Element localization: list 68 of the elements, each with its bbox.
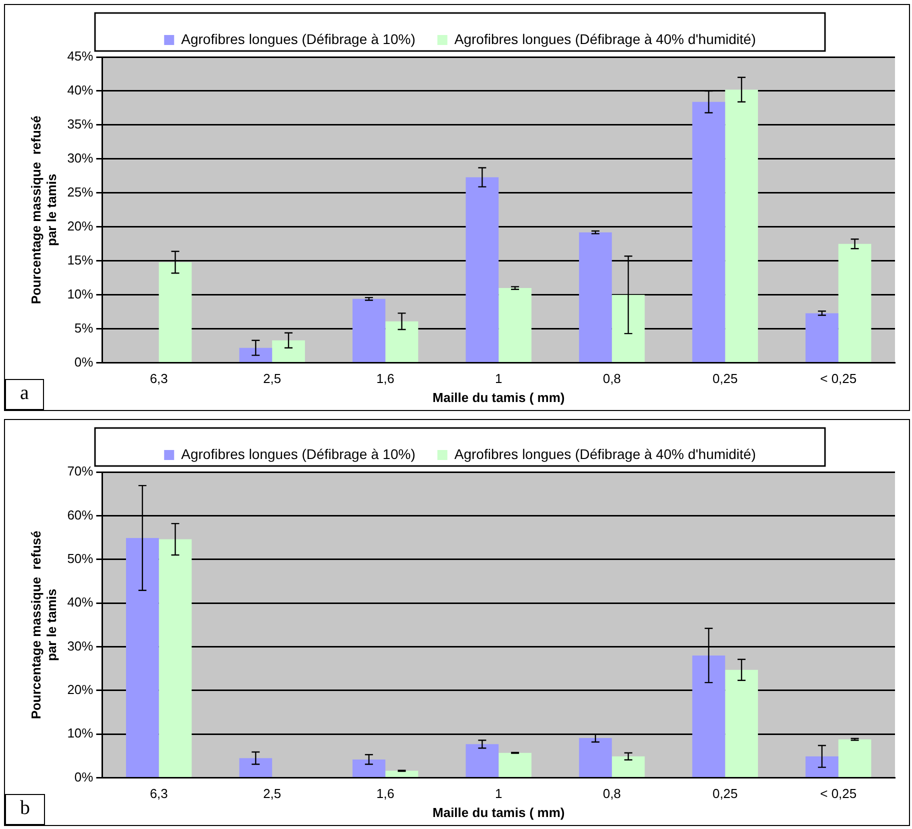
bar bbox=[838, 244, 872, 362]
bar bbox=[498, 288, 532, 362]
bar bbox=[806, 313, 838, 362]
x-axis-title: Maille du tamis ( mm) bbox=[432, 804, 565, 820]
y-tick-label: 10% bbox=[67, 726, 94, 741]
y-tick-label: 20% bbox=[67, 218, 94, 234]
y-tick-label: 30% bbox=[67, 638, 94, 654]
bar bbox=[239, 348, 272, 362]
text: b bbox=[5, 794, 45, 825]
y-axis-title: Pourcentage massique refusé par le tamis bbox=[28, 116, 59, 304]
y-tick-label: 0% bbox=[74, 769, 94, 784]
y-tick-label: 25% bbox=[67, 184, 94, 200]
x-tick-label: < 0,25 bbox=[820, 371, 857, 386]
bar bbox=[158, 539, 192, 778]
x-tick-label: 2,5 bbox=[263, 786, 282, 802]
y-tick-label: 40% bbox=[67, 594, 94, 610]
x-tick-label: < 0,25 bbox=[820, 786, 857, 802]
y-tick-label: 40% bbox=[67, 82, 94, 98]
bar bbox=[806, 756, 838, 778]
bar bbox=[579, 738, 612, 778]
bar bbox=[725, 90, 758, 362]
bar bbox=[272, 340, 305, 362]
y-tick-label: 15% bbox=[67, 252, 94, 268]
x-tick-label: 6,3 bbox=[150, 371, 168, 386]
bar bbox=[725, 670, 758, 778]
legend-label: Agrofibres longues (Défibrage à 10%) bbox=[181, 446, 416, 462]
bar bbox=[352, 759, 386, 778]
x-tick-label: 1,6 bbox=[376, 371, 394, 386]
x-tick-label: 0,8 bbox=[602, 786, 621, 802]
bar bbox=[385, 770, 418, 778]
x-tick-label: 0,25 bbox=[712, 371, 738, 386]
x-tick-label: 0,8 bbox=[602, 371, 621, 386]
x-axis-title: Maille du tamis ( mm) bbox=[432, 390, 565, 405]
bar bbox=[612, 756, 645, 778]
x-tick-label: 1,6 bbox=[376, 786, 394, 802]
y-tick-label: 35% bbox=[67, 116, 94, 132]
bar bbox=[692, 102, 726, 362]
legend-label: Agrofibres longues (Défibrage à 40% d'humidité) bbox=[454, 30, 756, 47]
bar bbox=[126, 538, 159, 778]
y-tick-label: 10% bbox=[67, 286, 94, 302]
bar bbox=[385, 321, 418, 362]
y-tick-label: 70% bbox=[67, 464, 94, 479]
bar bbox=[352, 298, 386, 362]
y-tick-label: 20% bbox=[67, 682, 94, 698]
bar bbox=[466, 744, 499, 778]
x-tick-label: 1 bbox=[494, 786, 502, 802]
y-tick-label: 50% bbox=[67, 550, 94, 566]
bar bbox=[239, 758, 272, 778]
bar bbox=[466, 177, 499, 362]
x-tick-label: 1 bbox=[494, 371, 502, 386]
x-tick-label: 0,25 bbox=[712, 786, 738, 802]
legend-label: Agrofibres longues (Défibrage à 10%) bbox=[181, 30, 416, 47]
y-tick-label: 60% bbox=[67, 507, 94, 522]
legend-label: Agrofibres longues (Défibrage à 40% d'humidité) bbox=[454, 446, 756, 462]
bar bbox=[498, 752, 532, 778]
bar bbox=[579, 232, 612, 362]
y-tick-label: 5% bbox=[74, 320, 94, 336]
y-axis-title: Pourcentage massique refusé par le tamis bbox=[28, 530, 59, 720]
bar bbox=[692, 655, 726, 778]
x-tick-label: 2,5 bbox=[263, 371, 282, 386]
y-tick-label: 30% bbox=[67, 150, 94, 166]
y-tick-label: 0% bbox=[74, 354, 94, 370]
bar bbox=[158, 262, 192, 362]
y-tick-label: 45% bbox=[67, 48, 94, 64]
text: a bbox=[5, 379, 44, 410]
bar bbox=[838, 739, 872, 778]
bar bbox=[612, 294, 645, 362]
x-tick-label: 6,3 bbox=[150, 786, 168, 802]
